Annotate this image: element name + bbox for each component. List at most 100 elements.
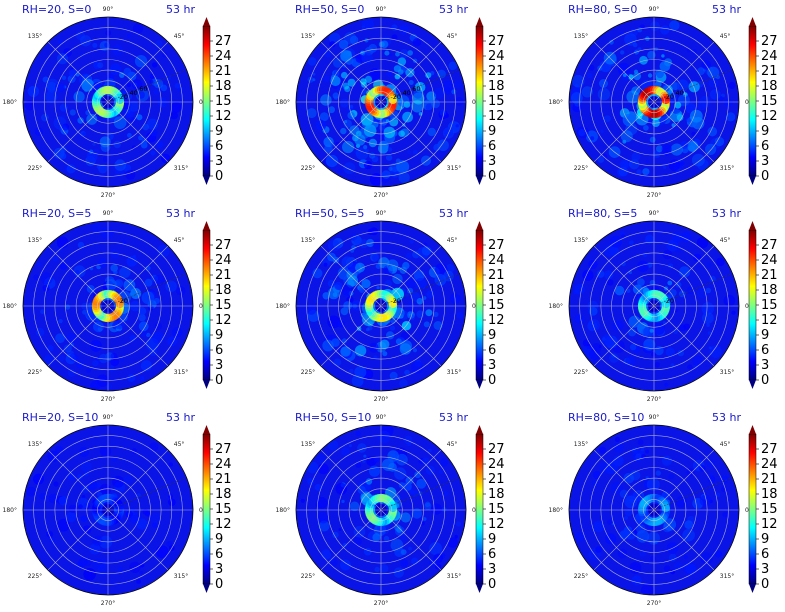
colorbar-tick-label: 15 [215,94,232,109]
colorbar-tick-label: 12 [761,109,778,124]
angle-label: 90° [376,414,387,421]
polar-panel: RH=50, S=10 53 hr 90° 45° 0° 315° 270° 225° 180°… [273,408,535,612]
angle-label: 45° [447,33,458,40]
angle-label: 0° [199,99,206,106]
angle-label: 180° [3,507,17,514]
colorbar-tick-label: 12 [488,109,505,124]
colorbar-tick-label: 27 [761,238,778,253]
colorbar-tick-label: 15 [761,298,778,313]
panel-title: RH=50, S=0 [295,3,365,16]
angle-label: 0° [745,303,752,310]
colorbar-extend-min [749,380,756,389]
panel-title: RH=50, S=5 [295,207,365,220]
polar-plot: 90° 45° 0° 315° 270° 225° 180° 135° 036912151821… [3,414,232,607]
colorbar-tick-label: 24 [761,457,778,472]
angle-label: 315° [447,165,461,172]
colorbar-tick-label: 18 [761,487,778,502]
angle-label: 315° [720,573,734,580]
ring-label: 20 [393,297,401,305]
angle-label: 225° [301,573,315,580]
ring-label: 40 [403,89,411,97]
colorbar-extend-min [203,380,210,389]
polar-outline [22,220,194,392]
polar-plot: 20 90° 45° 0° 315° 270° 225° 180° 135° 0369121518… [549,210,778,403]
ring-label: 60 [139,85,147,93]
colorbar-extend-min [203,584,210,593]
colorbar-tick-label: 21 [215,64,232,79]
angle-label: 135° [301,33,315,40]
angle-label: 90° [376,6,387,13]
colorbar-tick-label: 18 [488,79,505,94]
panel-title: RH=80, S=0 [568,3,638,16]
colorbar-extend-max [476,17,483,26]
angle-label: 90° [376,210,387,217]
polar-gridlines [295,16,467,188]
colorbar [475,433,484,585]
polar-panel: RH=80, S=10 53 hr 90° 45° 0° 315° 270° 225° 180°… [546,408,785,612]
angle-label: 315° [720,369,734,376]
ring-label: 20 [393,93,401,101]
angle-label: 225° [28,165,42,172]
colorbar-tick-label: 6 [488,343,496,358]
angle-label: 315° [174,369,188,376]
panel-time-label: 53 hr [712,3,741,16]
colorbar-tick-label: 27 [215,442,232,457]
panel-title: RH=80, S=10 [568,411,645,424]
colorbar-tick-label: 3 [761,562,769,577]
angle-label: 135° [28,237,42,244]
colorbar-tick-label: 15 [761,502,778,517]
polar-outline [568,424,740,596]
panel-title: RH=80, S=5 [568,207,638,220]
colorbar-tick-label: 3 [215,154,223,169]
colorbar-tick-label: 9 [215,124,223,139]
polar-panel: RH=20, S=0 53 hr 20 40 60 90° 45° 0° 315° 270° 225… [0,0,262,204]
colorbar-tick-label: 6 [488,547,496,562]
angle-label: 0° [472,507,479,514]
colorbar-tick-label: 0 [488,373,496,388]
angle-label: 315° [447,369,461,376]
ring-label: 60 [412,85,420,93]
angle-label: 270° [101,600,115,607]
angle-label: 45° [720,441,731,448]
angle-label: 135° [28,33,42,40]
angle-label: 45° [174,237,185,244]
angle-label: 45° [720,33,731,40]
angle-label: 0° [199,507,206,514]
colorbar-tick-label: 3 [761,154,769,169]
precip-field [306,18,464,186]
polar-panel: RH=50, S=0 53 hr 20 40 60 90° 45° 0° 315° 270° 225… [273,0,535,204]
colorbar-tick-label: 9 [488,124,496,139]
angle-label: 180° [276,99,290,106]
colorbar-tick-label: 6 [215,547,223,562]
colorbar-tick-label: 18 [215,487,232,502]
polar-panel: RH=20, S=10 53 hr 90° 45° 0° 315° 270° 225° 180°… [0,408,262,612]
colorbar-tick-label: 3 [215,562,223,577]
colorbar-tick-label: 21 [215,472,232,487]
radial-axis-line [107,477,187,511]
radial-axis-line [107,273,187,307]
polar-outline [22,16,194,188]
panel-time-label: 53 hr [439,411,468,424]
panel-time-label: 53 hr [439,3,468,16]
colorbar-extend-min [476,176,483,185]
angle-label: 225° [574,165,588,172]
angle-label: 225° [301,165,315,172]
colorbar [748,229,757,381]
colorbar-tick-label: 18 [488,487,505,502]
angle-label: 90° [103,6,114,13]
colorbar-tick-label: 3 [488,358,496,373]
panel-time-label: 53 hr [166,3,195,16]
colorbar-tick-label: 9 [215,328,223,343]
colorbar-tick-label: 12 [761,313,778,328]
angle-label: 0° [472,99,479,106]
colorbar-tick-label: 15 [215,502,232,517]
colorbar-tick-label: 12 [488,313,505,328]
precip-field [24,23,183,180]
colorbar-tick-label: 27 [215,238,232,253]
colorbar-tick-label: 24 [215,457,232,472]
radial-axis-line [380,69,460,103]
angle-label: 135° [574,33,588,40]
colorbar-tick-label: 9 [761,532,769,547]
colorbar-tick-label: 12 [761,517,778,532]
